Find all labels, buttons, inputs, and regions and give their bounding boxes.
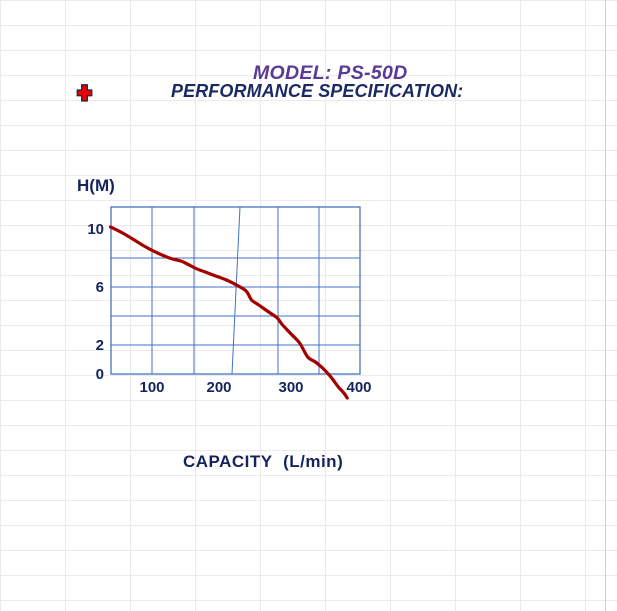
svg-text:100: 100 [139,379,164,396]
svg-text:400: 400 [346,379,371,396]
svg-text:300: 300 [278,379,303,396]
svg-text:0: 0 [96,366,104,383]
svg-text:200: 200 [206,379,231,396]
svg-text:10: 10 [87,221,104,238]
svg-text:2: 2 [96,337,104,354]
svg-text:6: 6 [96,279,104,296]
